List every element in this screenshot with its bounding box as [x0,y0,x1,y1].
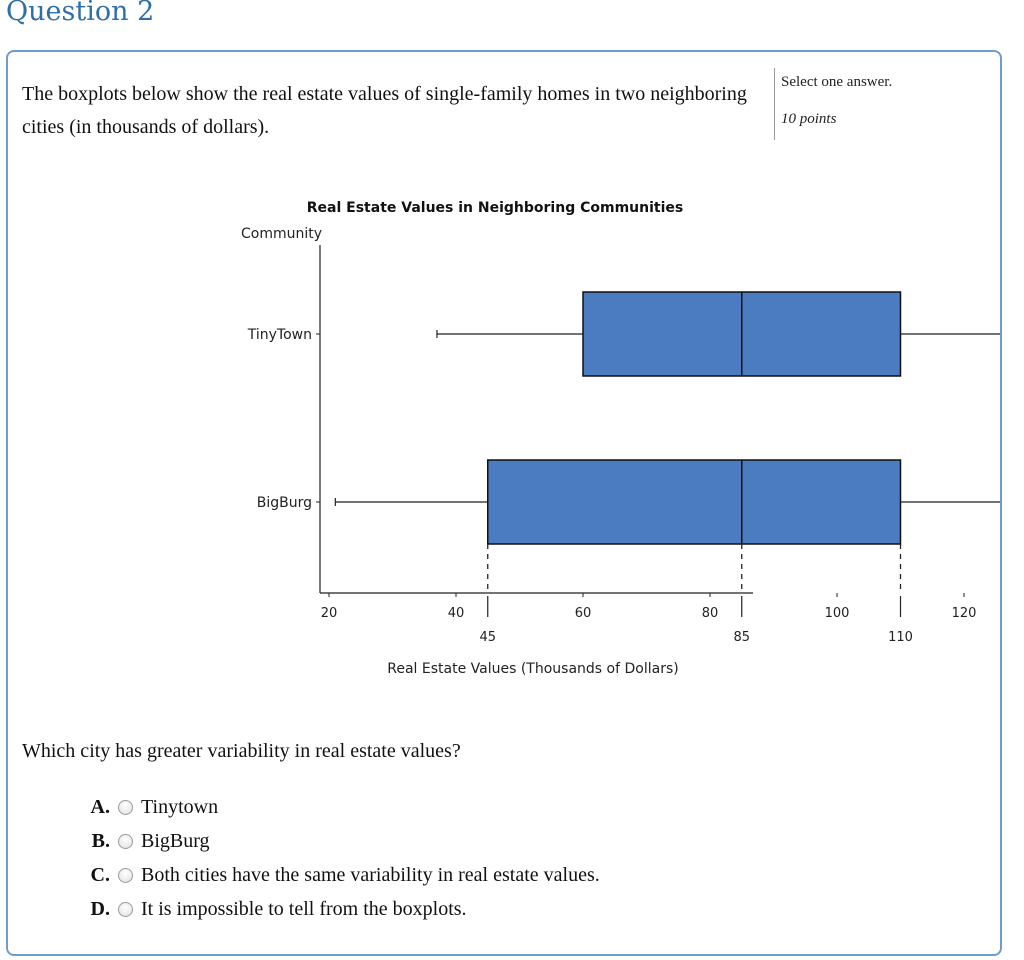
category-label-bigburg: BigBurg [257,495,312,511]
bigburg-box [487,459,902,545]
question-prompt: The boxplots below show the real estate … [22,83,747,138]
y-axis-label: Community [241,226,322,242]
x-tick-label-120: 120 [952,606,977,621]
x-tick-label-60: 60 [575,606,592,621]
option-a[interactable]: A. Tinytown [62,792,762,822]
option-a-letter: A. [90,795,110,818]
marker-label-85: 85 [733,630,750,645]
option-b[interactable]: B. BigBurg [62,826,762,856]
marker-label-110: 110 [888,630,913,645]
x-tick-label-40: 40 [448,606,465,621]
chart-title: Real Estate Values in Neighboring Commun… [307,200,683,216]
question-info: Select one answer. 10 points [774,68,961,140]
x-tick-label-20: 20 [321,606,338,621]
question-text: Which city has greater variability in re… [22,740,461,762]
option-c-letter: C. [90,863,110,886]
option-b-letter: B. [91,829,110,852]
category-label-tinytown: TinyTown [247,327,312,343]
x-tick-label-100: 100 [825,606,850,621]
option-d[interactable]: D. It is impossible to tell from the box… [62,894,762,924]
option-d-text: It is impossible to tell from the boxplo… [141,897,467,920]
x-axis-label: Real Estate Values (Thousands of Dollars… [387,661,678,677]
option-c[interactable]: C. Both cities have the same variability… [62,860,762,890]
x-tick-label-80: 80 [702,606,719,621]
question-title: Question 2 [6,0,155,27]
option-a-radio[interactable] [118,799,133,815]
boxplot-chart: Real Estate Values in Neighboring Commun… [241,200,1000,677]
option-a-text: Tinytown [141,795,219,818]
option-c-radio[interactable] [118,867,133,883]
question-card: The boxplots below show the real estate … [6,50,1002,956]
marker-label-45: 45 [479,630,496,645]
option-b-radio[interactable] [118,833,133,849]
option-d-radio[interactable] [118,901,133,917]
points-label: 10 points [781,111,837,127]
option-d-letter: D. [90,897,110,920]
option-b-text: BigBurg [141,829,210,852]
select-instruction: Select one answer. [781,74,893,90]
option-c-text: Both cities have the same variability in… [141,863,600,886]
